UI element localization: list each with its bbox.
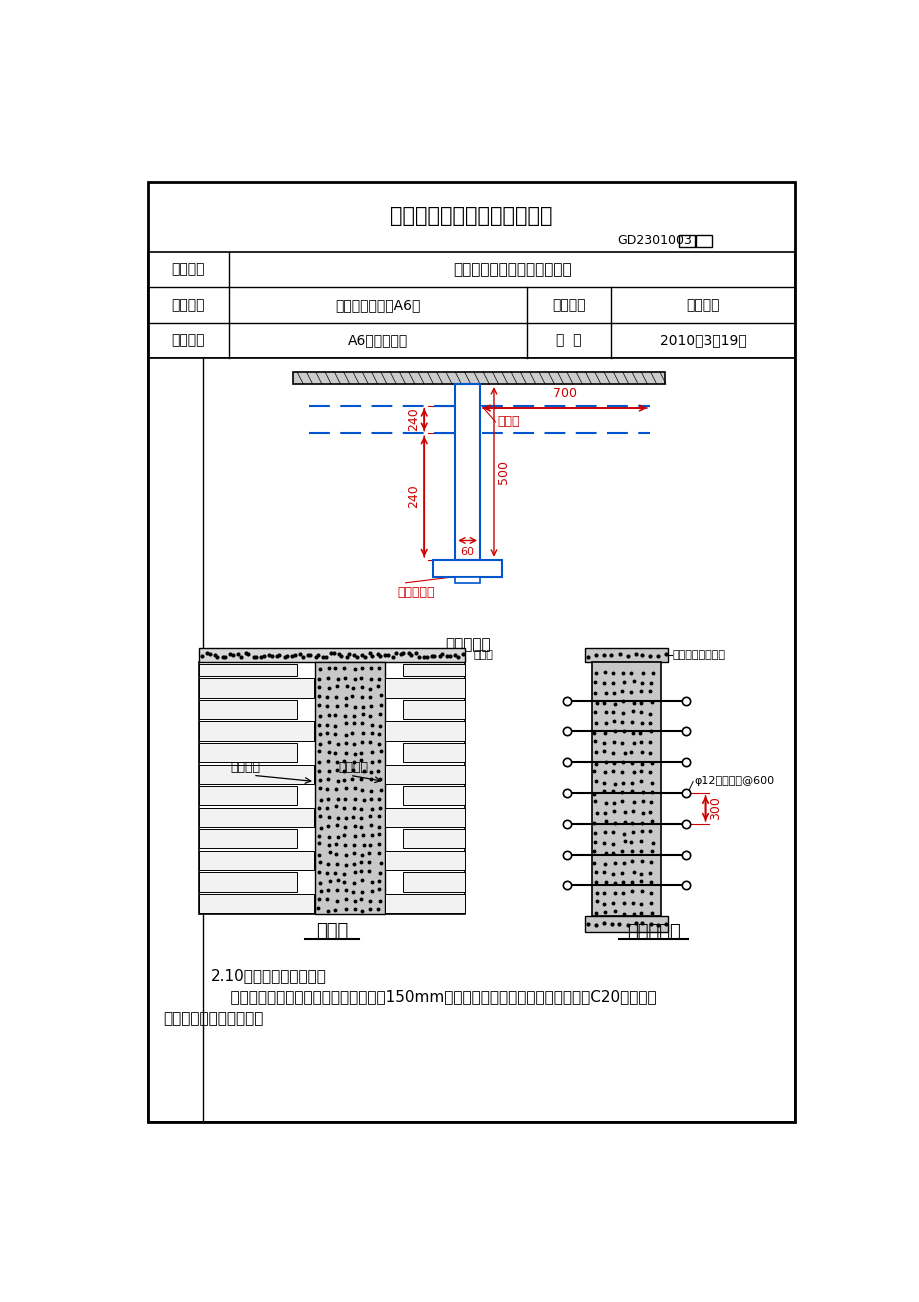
Text: 筋应按原设计进行留设。: 筋应按原设计进行留设。 [163, 1012, 263, 1026]
Text: 帖双面胶: 帖双面胶 [338, 762, 369, 775]
Bar [199, 648, 465, 663]
Bar [147, 358, 795, 1122]
Bar [678, 234, 694, 247]
Bar [199, 894, 313, 913]
Text: 分部工程: 分部工程 [551, 298, 585, 312]
Text: 构造柱做法: 构造柱做法 [444, 637, 490, 652]
Text: 240: 240 [407, 484, 420, 509]
Bar [403, 829, 464, 849]
Bar [584, 648, 667, 663]
Bar [403, 743, 464, 762]
Bar [432, 560, 502, 577]
Bar [199, 807, 313, 827]
Bar [584, 917, 667, 932]
Bar [199, 829, 297, 849]
Text: φ12对拉螺杆@600: φ12对拉螺杆@600 [693, 776, 773, 786]
Text: 马牙槎: 马牙槎 [315, 922, 347, 940]
Bar [199, 700, 297, 719]
Bar [385, 678, 464, 698]
Text: 300: 300 [709, 797, 721, 820]
Text: 帖双面胶: 帖双面胶 [230, 762, 260, 775]
Bar [385, 764, 464, 784]
Text: 拉结筋: 拉结筋 [496, 415, 519, 428]
Bar [385, 894, 464, 913]
Bar [403, 872, 464, 892]
Bar [591, 663, 661, 917]
Bar [199, 743, 297, 762]
Bar [385, 850, 464, 870]
Bar [199, 872, 297, 892]
Bar [147, 251, 795, 358]
Bar [199, 850, 313, 870]
Text: 构造柱钢筋: 构造柱钢筋 [397, 586, 435, 599]
Bar [696, 234, 711, 247]
Text: 700: 700 [552, 387, 576, 400]
Text: GD2301003: GD2301003 [617, 234, 691, 247]
Text: 中信山语湖花园A6区: 中信山语湖花园A6区 [335, 298, 420, 312]
Bar [199, 786, 297, 806]
Text: A6区砌筑工程: A6区砌筑工程 [347, 333, 408, 348]
Text: 该部位破固后剥除: 该部位破固后剥除 [673, 650, 725, 660]
Bar [403, 700, 464, 719]
Bar [199, 764, 313, 784]
Bar [385, 721, 464, 741]
Text: 施工单位: 施工单位 [171, 263, 205, 276]
Bar [385, 807, 464, 827]
Text: 砌筑分项工程质量技术交底卡: 砌筑分项工程质量技术交底卡 [390, 206, 552, 225]
Text: 室内门垛、窗垛距剪力墙或柱边宽度在150mm及以内时将采用素砼浇筑（砼标号为C20）。拉结: 室内门垛、窗垛距剪力墙或柱边宽度在150mm及以内时将采用素砼浇筑（砼标号为C2… [210, 990, 656, 1005]
Bar [199, 664, 297, 676]
Bar [199, 721, 313, 741]
Text: 2010年3月19日: 2010年3月19日 [659, 333, 746, 348]
Bar [293, 372, 664, 384]
Bar [455, 384, 480, 560]
Text: 60: 60 [460, 547, 474, 557]
Bar [199, 663, 465, 914]
Text: 日  期: 日 期 [556, 333, 581, 348]
Text: 交底部位: 交底部位 [171, 333, 205, 348]
Text: 500: 500 [496, 460, 509, 484]
Text: 中国建筑第二工程局有限公司: 中国建筑第二工程局有限公司 [452, 262, 571, 277]
Bar [403, 786, 464, 806]
Text: 工程名称: 工程名称 [171, 298, 205, 312]
Text: 砌筑工程: 砌筑工程 [686, 298, 720, 312]
Text: 240: 240 [407, 408, 420, 431]
Text: 构造柱加固: 构造柱加固 [626, 923, 680, 940]
Text: 2.10、门窗垛加强做法：: 2.10、门窗垛加强做法： [210, 967, 326, 983]
Bar [403, 664, 464, 676]
Bar [314, 663, 384, 914]
Bar [199, 678, 313, 698]
Bar [455, 577, 480, 583]
Text: 夹板砖: 夹板砖 [472, 650, 493, 660]
